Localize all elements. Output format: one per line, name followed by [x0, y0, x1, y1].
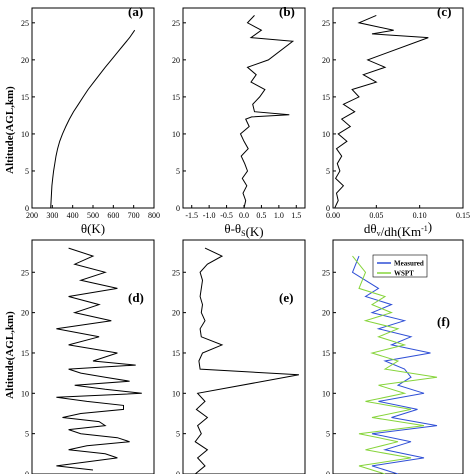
y-tick-label: 15 [322, 349, 330, 358]
y-tick-label: 10 [322, 389, 330, 398]
x-axis-label: θ-θS(K) [224, 221, 263, 239]
plot-frame [182, 239, 306, 474]
x-tick-label: 0.05 [369, 211, 383, 220]
y-tick-label: 10 [172, 389, 180, 398]
panel-tag-c: (c) [437, 4, 451, 19]
y-axis-label-bottom: Altitude(AGL,km) [4, 311, 16, 399]
panel-tag-b: (b) [279, 4, 295, 19]
panel-c: 0 5 10 15 20 25 0.00 0.05 0.10 0.15 dθv/dh(Km-1) (c… [322, 4, 470, 239]
x-tick-label: 0.00 [326, 211, 340, 220]
y-tick-label: 20 [21, 309, 29, 318]
panel-tag-d: (d) [128, 290, 144, 305]
y-tick-label: 0 [176, 204, 180, 213]
x-tick-label: -0.5 [220, 211, 233, 220]
x-tick-label: 600 [107, 211, 119, 220]
series-line-profile [334, 14, 429, 209]
series-line-wspt [352, 255, 438, 474]
y-tick-label: 15 [172, 93, 180, 102]
panel-e: 0 5 10 15 20 25 (e) [172, 239, 306, 474]
y-tick-label: 15 [172, 349, 180, 358]
x-tick-label: 0.15 [456, 211, 470, 220]
x-tick-label: 300 [46, 211, 58, 220]
legend-label: Measured [394, 260, 424, 268]
series-line-profile [56, 247, 142, 471]
y-tick-label: 20 [172, 56, 180, 65]
y-tick-label: 0 [326, 204, 330, 213]
x-tick-label: 500 [87, 211, 99, 220]
series-line-profile [239, 15, 295, 209]
y-tick-label: 25 [21, 268, 29, 277]
y-tick-label: 0 [326, 470, 330, 474]
x-axis-label-part: (K) [246, 224, 264, 239]
legend-label: WSPT [394, 270, 414, 278]
y-tick-label: 20 [172, 309, 180, 318]
y-tick-label: 10 [172, 130, 180, 139]
y-tick-label: 25 [21, 19, 29, 28]
series-line-profile [50, 29, 136, 209]
y-tick-label: 25 [322, 268, 330, 277]
x-axis-label-part: -1 [421, 224, 428, 233]
y-tick-label: 5 [25, 167, 29, 176]
y-tick-label: 0 [25, 470, 29, 474]
x-tick-label: 400 [67, 211, 79, 220]
x-axis-label-part: θ(K) [81, 221, 105, 236]
x-tick-label: 1.5 [291, 211, 301, 220]
y-tick-label: 15 [21, 349, 29, 358]
x-tick-label: 0.5 [256, 211, 266, 220]
plot-frame [332, 7, 464, 209]
panel-a: 0 5 10 15 20 25 200 300 400 500 600 700 800 θ(K) (a) [21, 4, 160, 236]
panel-d: 0 5 10 15 20 25 (d) [21, 239, 155, 474]
x-axis-label-part: v [377, 229, 381, 238]
x-axis-label-part: dθ [364, 221, 377, 236]
series-line-profile [194, 247, 299, 474]
x-tick-label: 200 [26, 211, 38, 220]
y-tick-label: 25 [172, 268, 180, 277]
plot-frame [332, 239, 464, 474]
x-tick-label: 800 [148, 211, 160, 220]
y-tick-label: 25 [172, 19, 180, 28]
x-axis-label-part: ) [428, 219, 432, 234]
y-tick-label: 15 [21, 93, 29, 102]
y-tick-label: 5 [176, 430, 180, 439]
panel-tag-e: (e) [279, 290, 293, 305]
y-tick-label: 5 [326, 167, 330, 176]
legend: Measured WSPT [372, 254, 428, 278]
y-tick-label: 0 [176, 470, 180, 474]
y-tick-label: 10 [21, 130, 29, 139]
panel-f: 0 5 10 15 20 25 (f) Measured WSPT [322, 239, 464, 474]
x-tick-label: -1.0 [203, 211, 216, 220]
y-tick-label: 10 [322, 130, 330, 139]
x-axis-label-part: /dh(Km [381, 224, 421, 239]
y-tick-label: 0 [25, 204, 29, 213]
y-tick-label: 5 [176, 167, 180, 176]
y-tick-label: 20 [21, 56, 29, 65]
panel-tag-f: (f) [437, 314, 450, 329]
y-tick-label: 15 [322, 93, 330, 102]
plot-frame [31, 7, 155, 209]
x-tick-label: 0.0 [239, 211, 249, 220]
x-axis-label: θ(K) [81, 221, 105, 236]
x-tick-label: -1.5 [185, 211, 198, 220]
y-axis-label-top: Altitude(AGL,km) [4, 86, 16, 174]
series-line-measured [351, 255, 438, 474]
y-tick-label: 10 [21, 389, 29, 398]
y-tick-label: 20 [322, 56, 330, 65]
panel-tag-a: (a) [128, 4, 143, 19]
x-tick-label: 700 [128, 211, 140, 220]
x-tick-label: 0.10 [413, 211, 427, 220]
y-tick-label: 5 [25, 430, 29, 439]
plot-frame [31, 239, 155, 474]
x-axis-label: dθv/dh(Km-1) [364, 219, 432, 239]
y-tick-label: 25 [322, 19, 330, 28]
legend-box [372, 254, 428, 278]
x-axis-label-part: θ-θ [224, 221, 241, 236]
panel-b: 0 5 10 15 20 25 -1.5 -1.0 -0.5 0.0 0.5 1.0 1.5 θ-θS(K… [172, 4, 306, 239]
x-axis-label-part: S [241, 229, 245, 238]
y-tick-label: 5 [326, 430, 330, 439]
x-tick-label: 1.0 [274, 211, 284, 220]
plot-frame [182, 7, 306, 209]
y-tick-label: 20 [322, 309, 330, 318]
